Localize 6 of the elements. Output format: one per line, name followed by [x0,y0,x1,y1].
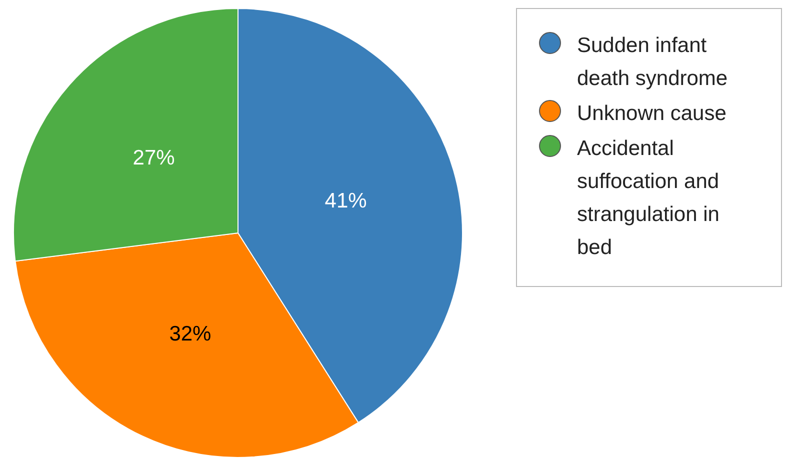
data-label: 27% [132,146,175,170]
data-label: 32% [169,322,212,346]
legend-label: Sudden infant death syndrome [577,33,729,92]
data-label: 41% [324,189,367,212]
legend-label: Unknown cause [577,101,728,127]
legend-label: Accidental suffocation and strangulation in bed [577,136,720,261]
